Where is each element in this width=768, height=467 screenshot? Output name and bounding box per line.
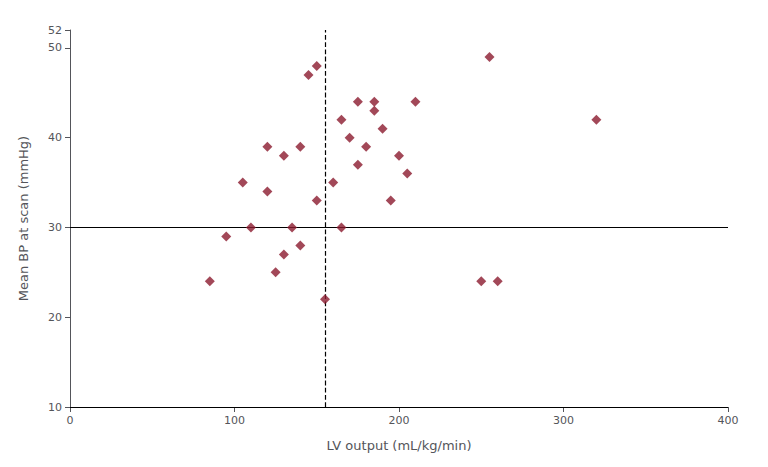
svg-text:52: 52 xyxy=(48,24,62,37)
svg-text:300: 300 xyxy=(553,414,574,427)
svg-text:0: 0 xyxy=(67,414,74,427)
svg-text:100: 100 xyxy=(224,414,245,427)
svg-text:200: 200 xyxy=(389,414,410,427)
svg-text:20: 20 xyxy=(48,311,62,324)
svg-text:50: 50 xyxy=(48,41,62,54)
svg-text:40: 40 xyxy=(48,131,62,144)
svg-text:Mean BP at scan (mmHg): Mean BP at scan (mmHg) xyxy=(16,136,31,301)
svg-text:10: 10 xyxy=(48,401,62,414)
svg-text:400: 400 xyxy=(718,414,739,427)
svg-text:LV output (mL/kg/min): LV output (mL/kg/min) xyxy=(327,438,472,453)
svg-text:30: 30 xyxy=(48,221,62,234)
